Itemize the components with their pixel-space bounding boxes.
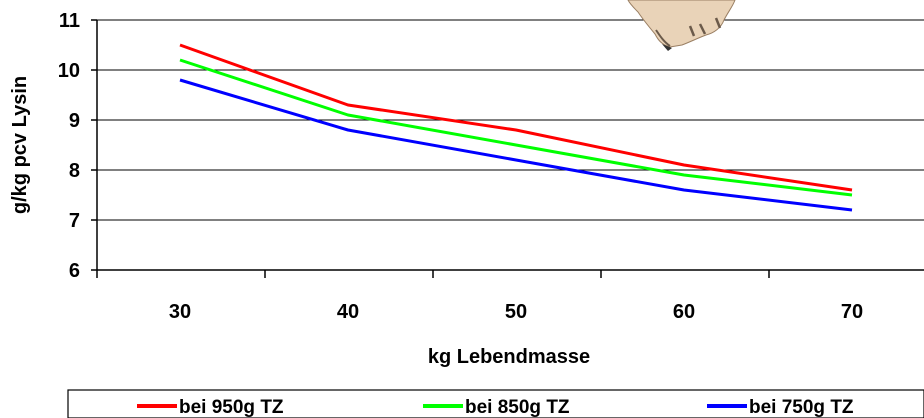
legend: bei 950g TZ bei 850g TZ bei 750g TZ — [67, 389, 924, 418]
series-line-2 — [179, 58, 853, 197]
y-tick-label: 6 — [69, 260, 80, 282]
gridlines — [97, 19, 924, 221]
y-tick-label: 8 — [69, 160, 80, 182]
series-lines — [179, 43, 853, 212]
y-tick-label: 10 — [58, 60, 80, 82]
legend-box — [67, 389, 924, 418]
x-axis-title: kg Lebendmasse — [428, 346, 590, 368]
x-tick-label: 50 — [505, 301, 527, 323]
legend-label: bei 950g TZ — [179, 397, 284, 418]
axes — [96, 20, 924, 271]
x-tick-label: 30 — [169, 301, 191, 323]
pig-illustration — [627, 0, 736, 51]
y-tick-label: 7 — [69, 210, 80, 232]
legend-label: bei 750g TZ — [749, 397, 854, 418]
legend-label: bei 850g TZ — [465, 397, 570, 418]
tick-labels: 6 7 8 9 10 11 30 40 50 60 70 — [58, 10, 863, 323]
series-line-1 — [179, 43, 853, 192]
y-tick-label: 9 — [69, 110, 80, 132]
x-tick-label: 70 — [841, 301, 863, 323]
y-tick-label: 11 — [59, 10, 80, 32]
x-tick-label: 40 — [337, 301, 359, 323]
series-line-3 — [179, 78, 853, 212]
x-tick-label: 60 — [673, 301, 695, 323]
y-axis-title: g/kg pcv Lysin — [9, 76, 31, 214]
